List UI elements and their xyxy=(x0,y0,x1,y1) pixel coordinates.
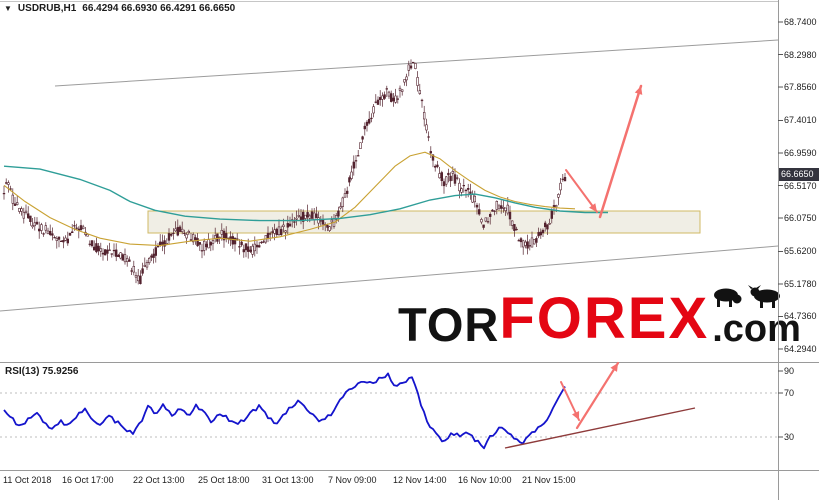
time-axis-label: 25 Oct 18:00 xyxy=(198,475,250,485)
rsi-axis-label: 30 xyxy=(784,432,795,442)
ohlc-values: 66.4294 66.6930 66.4291 66.6650 xyxy=(82,3,236,14)
price-axis-label: 68.7400 xyxy=(784,17,817,27)
candlesticks xyxy=(2,59,567,285)
time-axis-label: 11 Oct 2018 xyxy=(3,475,52,485)
ma-fast-line xyxy=(3,151,576,247)
watermark-com: .com xyxy=(712,308,801,350)
chart-ohlc-info: ▼ USDRUB,H1 66.4294 66.6930 66.4291 66.6… xyxy=(4,3,235,14)
price-axis-label: 64.7360 xyxy=(784,311,817,322)
time-axis-label: 16 Oct 17:00 xyxy=(62,475,114,485)
rsi-axis-label: 90 xyxy=(784,366,795,376)
time-axis-label: 12 Nov 14:00 xyxy=(393,475,447,485)
time-axis-label: 16 Nov 10:00 xyxy=(458,475,512,485)
price-axis-label: 66.0750 xyxy=(784,213,817,223)
price-axis-label: 67.8560 xyxy=(784,82,817,93)
rsi-trendline xyxy=(504,407,696,449)
support-zone-rectangle xyxy=(147,210,701,234)
time-axis-label: 31 Oct 13:00 xyxy=(262,475,314,485)
rsi-line xyxy=(3,372,566,450)
channel-lower-line xyxy=(0,245,779,312)
price-axis-label: 65.6200 xyxy=(784,246,817,257)
price-axis-label: 65.1780 xyxy=(784,278,817,289)
rsi-indicator-label: RSI(13) 75.9256 xyxy=(5,366,79,377)
time-axis-label: 21 Nov 15:00 xyxy=(522,475,576,485)
rsi-forecast-arrow xyxy=(560,381,580,421)
time-axis-label: 7 Nov 09:00 xyxy=(328,475,377,485)
channel-upper-line xyxy=(54,39,779,87)
current-price-badge: 66.6650 xyxy=(779,168,819,182)
rsi-axis-label: 70 xyxy=(784,388,795,398)
symbol-marker-icon: ▼ xyxy=(4,3,12,13)
watermark-right: .com xyxy=(712,284,801,348)
rsi-forecast-arrow xyxy=(575,361,620,430)
time-axis-label: 22 Oct 13:00 xyxy=(133,475,185,485)
price-axis-label: 64.2940 xyxy=(784,344,817,354)
instrument-label: USDRUB,H1 xyxy=(17,3,77,14)
price-axis-label: 66.9590 xyxy=(784,147,817,158)
watermark: TOR FOREX .com xyxy=(398,284,801,348)
watermark-forex: FOREX xyxy=(499,286,710,351)
watermark-tor: TOR xyxy=(398,298,500,351)
forecast-arrow xyxy=(598,84,643,219)
price-axis-label: 68.2980 xyxy=(784,49,817,60)
price-axis-label: 67.4010 xyxy=(784,115,817,126)
forecast-arrow xyxy=(565,169,598,213)
ma-slow-line xyxy=(3,165,608,222)
bull-bear-logo-icon xyxy=(714,285,781,308)
price-axis-label: 66.5170 xyxy=(784,180,817,191)
